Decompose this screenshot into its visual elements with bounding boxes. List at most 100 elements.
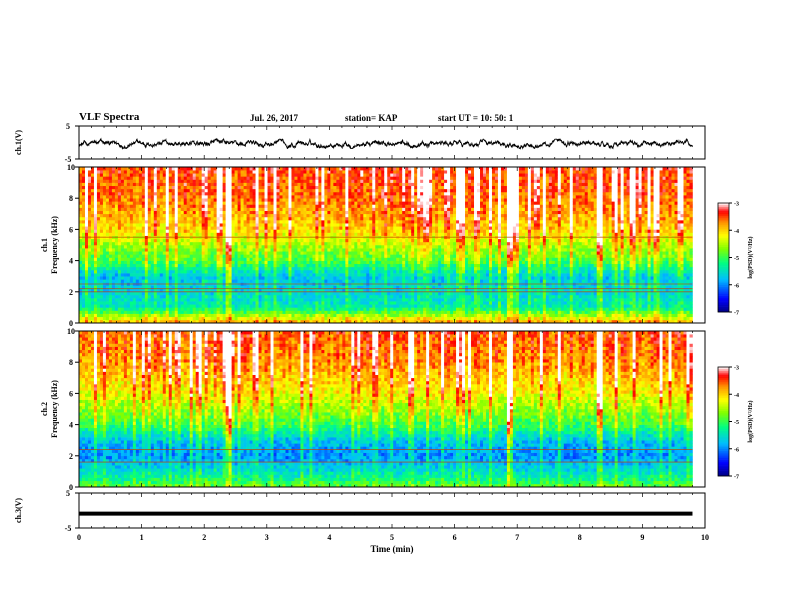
spectrogram-cell (342, 307, 345, 310)
spectrogram-cell (220, 245, 223, 248)
spectrogram-cell (145, 198, 148, 201)
spectrogram-cell (280, 254, 283, 257)
spectrogram-cell (294, 251, 297, 254)
spectrogram-cell (232, 279, 235, 282)
spectrogram-cell (187, 201, 190, 204)
spectrogram-cell (202, 192, 205, 195)
spectrogram-cell (300, 201, 303, 204)
spectrogram-cell (235, 254, 238, 257)
spectrogram-cell (306, 201, 309, 204)
spectrogram-cell (175, 186, 178, 189)
spectrogram-cell (324, 251, 327, 254)
spectrogram-cell (294, 298, 297, 301)
spectrogram-cell (274, 239, 277, 242)
spectrogram-cell (351, 295, 354, 298)
spectrogram-cell (208, 183, 211, 186)
spectrogram-cell (82, 298, 85, 301)
spectrogram-cell (106, 239, 109, 242)
spectrogram-cell (324, 279, 327, 282)
spectrogram-cell (330, 214, 333, 217)
spectrogram-cell (223, 245, 226, 248)
spectrogram-cell (288, 239, 291, 242)
spectrogram-cell (366, 279, 369, 282)
spectrogram-cell (288, 176, 291, 179)
spectrogram-cell (327, 245, 330, 248)
spectrogram-cell (291, 248, 294, 251)
spectrogram-cell (91, 254, 94, 257)
spectrogram-cell (309, 248, 312, 251)
spectrogram-cell (85, 189, 88, 192)
spectrogram-cell (354, 295, 357, 298)
spectrogram-cell (250, 198, 253, 201)
spectrogram-cell (136, 201, 139, 204)
spectrogram-cell (163, 214, 166, 217)
spectrogram-cell (342, 242, 345, 245)
spectrogram-cell (291, 276, 294, 279)
spectrogram-cell (208, 226, 211, 229)
spectrogram-cell (124, 204, 127, 207)
spectrogram-cell (241, 311, 244, 314)
spectrogram-cell (202, 257, 205, 260)
spectrogram-cell (85, 295, 88, 298)
spectrogram-cell (220, 217, 223, 220)
spectrogram-cell (277, 245, 280, 248)
spectrogram-cell (139, 295, 142, 298)
spectrogram-cell (166, 217, 169, 220)
spectrogram-cell (193, 186, 196, 189)
spectrogram-cell (184, 267, 187, 270)
spectrogram-cell (229, 245, 232, 248)
spectrogram-cell (280, 261, 283, 264)
spectrogram-cell (348, 245, 351, 248)
spectrogram-cell (100, 167, 103, 170)
spectrogram-cell (130, 201, 133, 204)
spectrogram-cell (103, 273, 106, 276)
spectrogram-cell (136, 176, 139, 179)
spectrogram-cell (327, 223, 330, 226)
spectrogram-cell (280, 264, 283, 267)
spectrogram-cell (253, 217, 256, 220)
spectrogram-cell (184, 254, 187, 257)
spectrogram-cell (351, 226, 354, 229)
spectrogram-cell (160, 204, 163, 207)
spectrogram-cell (363, 314, 366, 317)
spectrogram-cell (330, 167, 333, 170)
spectrogram-cell (94, 273, 97, 276)
spectrogram-cell (127, 314, 130, 317)
spectrogram-cell (193, 242, 196, 245)
spectrogram-cell (238, 170, 241, 173)
spectrogram-cell (136, 198, 139, 201)
spectrogram-cell (360, 167, 363, 170)
spectrogram-cell (190, 201, 193, 204)
spectrogram-cell (339, 270, 342, 273)
spectrogram-cell (360, 211, 363, 214)
spectrogram-cell (85, 292, 88, 295)
spectrogram-cell (226, 167, 229, 170)
spectrogram-cell (184, 192, 187, 195)
spectrogram-cell (235, 220, 238, 223)
spectrogram-cell (160, 245, 163, 248)
spectrogram-cell (109, 276, 112, 279)
spectrogram-cell (321, 307, 324, 310)
spectrogram-cell (283, 204, 286, 207)
spectrogram-cell (357, 179, 360, 182)
spectrogram-cell (285, 311, 288, 314)
spectrogram-cell (271, 211, 274, 214)
spectrogram-cell (202, 201, 205, 204)
spectrogram-cell (112, 173, 115, 176)
spectrogram-cell (366, 183, 369, 186)
spectrogram-cell (241, 198, 244, 201)
spectrogram-cell (208, 292, 211, 295)
spectrogram-cell (181, 189, 184, 192)
spectrogram-cell (142, 208, 145, 211)
spectrogram-cell (121, 242, 124, 245)
spectrogram-cell (351, 220, 354, 223)
spectrogram-cell (223, 242, 226, 245)
spectrogram-cell (196, 167, 199, 170)
spectrogram-cell (247, 189, 250, 192)
spectrogram-cell (136, 295, 139, 298)
spectrogram-cell (354, 189, 357, 192)
spectrogram-cell (208, 279, 211, 282)
spectrogram-cell (259, 211, 262, 214)
spectrogram-cell (351, 173, 354, 176)
spectrogram-cell (348, 276, 351, 279)
